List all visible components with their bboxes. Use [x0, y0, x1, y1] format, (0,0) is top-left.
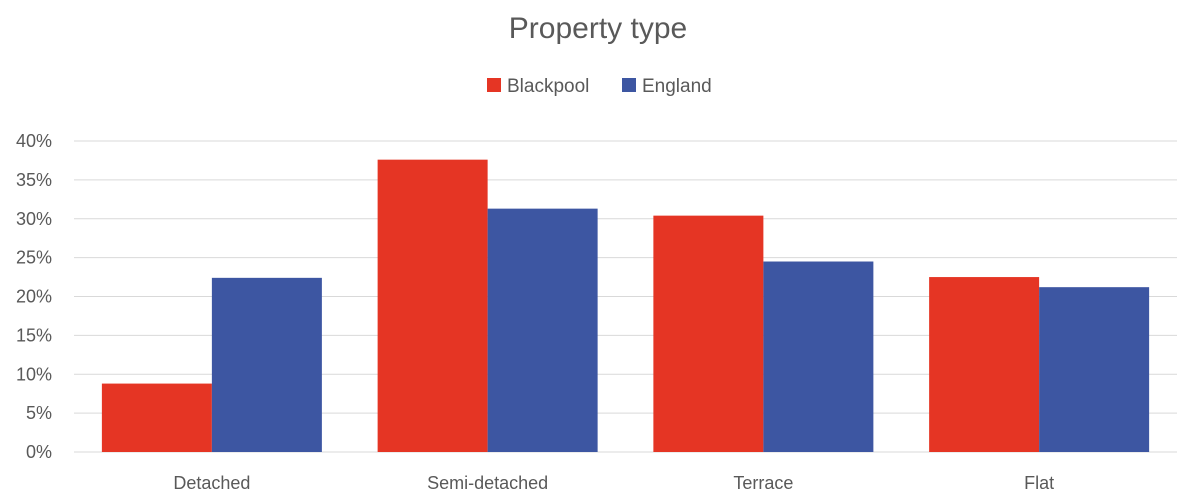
- x-category-label: Terrace: [733, 473, 793, 493]
- bar-blackpool-semi-detached: [377, 159, 488, 452]
- x-axis-labels: Detached Semi-detached Terrace Flat: [173, 473, 1054, 493]
- y-axis-ticks: 0% 5% 10% 15% 20% 25% 30% 35% 40%: [16, 131, 52, 462]
- y-tick-label: 15%: [16, 325, 52, 345]
- legend: Blackpool England: [487, 76, 712, 97]
- y-tick-label: 25%: [16, 248, 52, 268]
- legend-swatch-blackpool: [487, 78, 501, 92]
- y-tick-label: 0%: [26, 442, 52, 462]
- bar-blackpool-terrace: [653, 215, 764, 452]
- x-category-label: Semi-detached: [427, 473, 548, 493]
- bar-england-flat: [1039, 287, 1150, 452]
- y-tick-label: 40%: [16, 131, 52, 151]
- y-tick-label: 30%: [16, 209, 52, 229]
- chart-title: Property type: [509, 12, 687, 45]
- legend-label-england: England: [642, 76, 712, 97]
- y-tick-label: 5%: [26, 403, 52, 423]
- bar-england-semi-detached: [487, 208, 598, 452]
- bar-blackpool-detached: [101, 383, 212, 452]
- y-tick-label: 10%: [16, 364, 52, 384]
- legend-label-blackpool: Blackpool: [507, 76, 589, 97]
- legend-swatch-england: [622, 78, 636, 92]
- bar-blackpool-flat: [929, 277, 1040, 452]
- bar-england-terrace: [763, 261, 874, 452]
- y-tick-label: 35%: [16, 170, 52, 190]
- x-category-label: Detached: [173, 473, 250, 493]
- bar-england-detached: [211, 277, 322, 452]
- y-tick-label: 20%: [16, 287, 52, 307]
- bars: [101, 159, 1150, 452]
- x-category-label: Flat: [1024, 473, 1054, 493]
